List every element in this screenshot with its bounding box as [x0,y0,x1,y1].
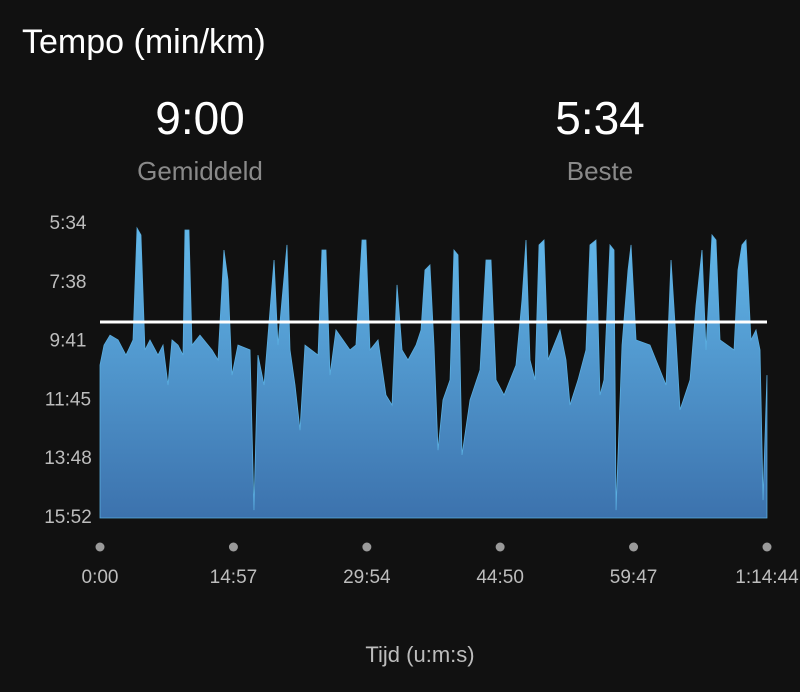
x-tick-dot [629,542,639,552]
x-tick-dot [362,542,372,552]
y-tick-label: 7:38 [50,272,87,293]
y-tick-label: 9:41 [50,331,87,352]
y-tick-label: 15:52 [44,507,92,528]
pace-area [99,226,768,519]
x-tick-dot [95,542,105,552]
plot: 5:34 7:38 9:41 11:45 13:48 15:52 0:00 14:57 29:5… [44,213,799,588]
x-tick-label: 44:50 [476,567,524,588]
y-tick-label: 13:48 [44,448,92,469]
x-tick-dot [762,542,772,552]
average-value: 9:00 [155,92,245,144]
x-tick-label: 14:57 [210,567,258,588]
x-tick-label: 0:00 [82,567,119,588]
x-tick-label: 1:14:44 [735,567,799,588]
x-tick-dot [228,542,238,552]
best-caption: Beste [567,156,634,186]
average-caption: Gemiddeld [137,156,263,186]
x-tick-label: 59:47 [610,567,658,588]
x-tick-label: 29:54 [343,567,391,588]
chart-title: Tempo (min/km) [22,23,266,61]
x-axis-title: Tijd (u:m:s) [365,642,474,667]
y-tick-label: 5:34 [50,213,87,234]
x-tick-dot [495,542,505,552]
best-value: 5:34 [555,92,645,144]
y-tick-label: 11:45 [45,390,91,411]
